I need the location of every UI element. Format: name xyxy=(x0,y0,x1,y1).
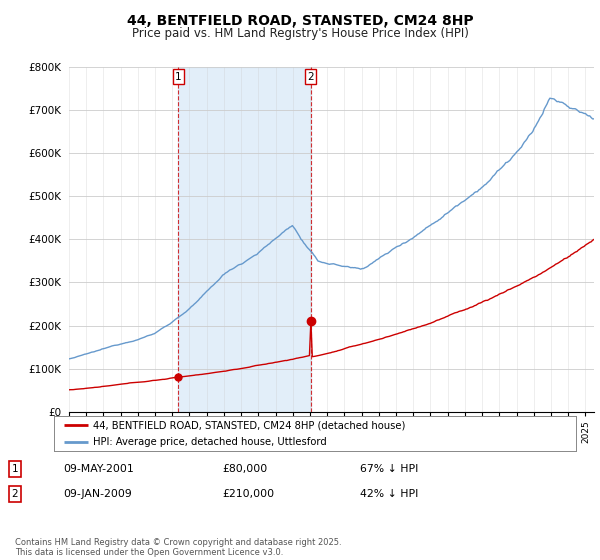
Text: £80,000: £80,000 xyxy=(222,464,267,474)
Text: 2: 2 xyxy=(307,72,314,82)
Bar xyxy=(178,67,311,412)
Text: 1: 1 xyxy=(175,72,182,82)
Text: 09-JAN-2009: 09-JAN-2009 xyxy=(63,489,132,499)
Text: 42% ↓ HPI: 42% ↓ HPI xyxy=(360,489,418,499)
Text: 2: 2 xyxy=(11,489,19,499)
Text: 44, BENTFIELD ROAD, STANSTED, CM24 8HP: 44, BENTFIELD ROAD, STANSTED, CM24 8HP xyxy=(127,14,473,28)
Text: 67% ↓ HPI: 67% ↓ HPI xyxy=(360,464,418,474)
Text: Contains HM Land Registry data © Crown copyright and database right 2025.
This d: Contains HM Land Registry data © Crown c… xyxy=(15,538,341,557)
Text: 44, BENTFIELD ROAD, STANSTED, CM24 8HP (detached house): 44, BENTFIELD ROAD, STANSTED, CM24 8HP (… xyxy=(93,421,406,431)
Text: Price paid vs. HM Land Registry's House Price Index (HPI): Price paid vs. HM Land Registry's House … xyxy=(131,27,469,40)
Text: HPI: Average price, detached house, Uttlesford: HPI: Average price, detached house, Uttl… xyxy=(93,437,327,447)
Text: £210,000: £210,000 xyxy=(222,489,274,499)
Text: 1: 1 xyxy=(11,464,19,474)
Text: 09-MAY-2001: 09-MAY-2001 xyxy=(63,464,134,474)
